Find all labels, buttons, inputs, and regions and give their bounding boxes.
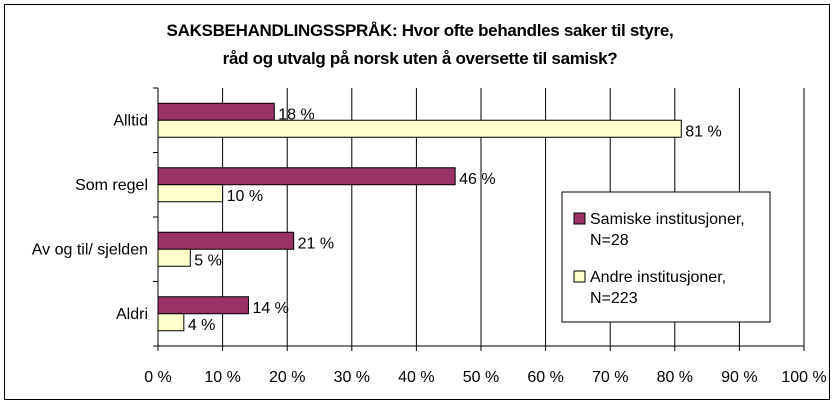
data-label: 81 % [685,123,721,140]
x-tick-label: 60 % [527,369,563,386]
legend-label: N=223 [590,290,638,307]
chart-title-line-1: SAKSBEHANDLINGSSPRÅK: Hvor ofte behandle… [167,21,674,40]
category-label: Som regel [75,177,148,194]
legend-swatch [573,270,586,283]
category-label: Alltid [113,112,148,129]
bar-andre [157,184,224,203]
x-tick-label: 30 % [334,369,370,386]
legend-label: Samiske institusjoner, [590,211,745,228]
bar-samiske [157,102,275,121]
data-label: 4 % [188,317,216,334]
legend-label: N=28 [590,232,629,249]
x-tick-label: 90 % [721,369,757,386]
x-tick-label: 70 % [592,369,628,386]
data-label: 5 % [194,252,222,269]
x-tick-label: 20 % [269,369,305,386]
bar-andre [157,119,682,138]
data-label: 46 % [459,171,495,188]
data-label: 21 % [298,235,334,252]
data-label: 10 % [227,188,263,205]
x-tick-label: 10 % [204,369,240,386]
x-tick-label: 40 % [398,369,434,386]
data-label: 14 % [252,300,288,317]
legend-box [561,191,771,323]
x-tick-label: 0 % [144,369,172,386]
legend-swatch [573,212,586,225]
x-tick-label: 100 % [781,369,826,386]
bar-andre [157,248,191,267]
data-label: 18 % [278,106,314,123]
bar-andre [157,313,185,332]
chart-title-line-2: råd og utvalg på norsk uten å oversette … [223,49,618,68]
bar-samiske [157,296,249,315]
x-tick-label: 50 % [463,369,499,386]
legend-label: Andre institusjoner, [590,269,726,286]
x-tick-label: 80 % [657,369,693,386]
category-label: Aldri [116,306,148,323]
bar-samiske [157,231,295,250]
bar-samiske [157,167,456,186]
category-label: Av og til/ sjelden [32,241,148,258]
